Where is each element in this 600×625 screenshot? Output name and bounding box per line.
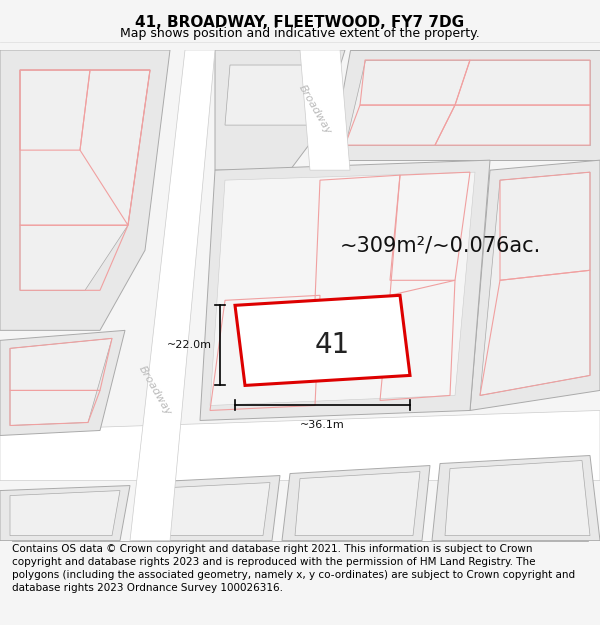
Polygon shape bbox=[200, 160, 490, 421]
Text: Broadway: Broadway bbox=[137, 364, 173, 417]
Text: Broadway: Broadway bbox=[297, 84, 333, 137]
Polygon shape bbox=[210, 172, 475, 406]
Polygon shape bbox=[300, 50, 350, 170]
Polygon shape bbox=[132, 476, 280, 541]
Polygon shape bbox=[345, 60, 590, 145]
Polygon shape bbox=[235, 295, 410, 386]
Text: 41: 41 bbox=[315, 331, 350, 359]
Text: ~22.0m: ~22.0m bbox=[167, 341, 212, 351]
Polygon shape bbox=[0, 411, 600, 481]
Polygon shape bbox=[432, 456, 600, 541]
Text: 41, BROADWAY, FLEETWOOD, FY7 7DG: 41, BROADWAY, FLEETWOOD, FY7 7DG bbox=[136, 15, 464, 30]
Polygon shape bbox=[10, 491, 120, 536]
Polygon shape bbox=[0, 50, 170, 331]
Polygon shape bbox=[470, 160, 600, 411]
Text: ~309m²/~0.076ac.: ~309m²/~0.076ac. bbox=[340, 235, 541, 255]
Polygon shape bbox=[130, 50, 215, 541]
Text: Map shows position and indicative extent of the property.: Map shows position and indicative extent… bbox=[120, 28, 480, 40]
Polygon shape bbox=[282, 466, 430, 541]
Polygon shape bbox=[0, 486, 130, 541]
Polygon shape bbox=[10, 338, 112, 426]
Text: Contains OS data © Crown copyright and database right 2021. This information is : Contains OS data © Crown copyright and d… bbox=[12, 544, 575, 593]
Polygon shape bbox=[145, 482, 270, 536]
Text: ~36.1m: ~36.1m bbox=[300, 421, 345, 431]
Polygon shape bbox=[480, 172, 590, 396]
Polygon shape bbox=[0, 331, 125, 436]
Polygon shape bbox=[225, 65, 330, 125]
Polygon shape bbox=[330, 50, 600, 160]
Polygon shape bbox=[295, 471, 420, 536]
Polygon shape bbox=[215, 50, 345, 170]
Polygon shape bbox=[445, 461, 590, 536]
Polygon shape bbox=[20, 70, 150, 290]
